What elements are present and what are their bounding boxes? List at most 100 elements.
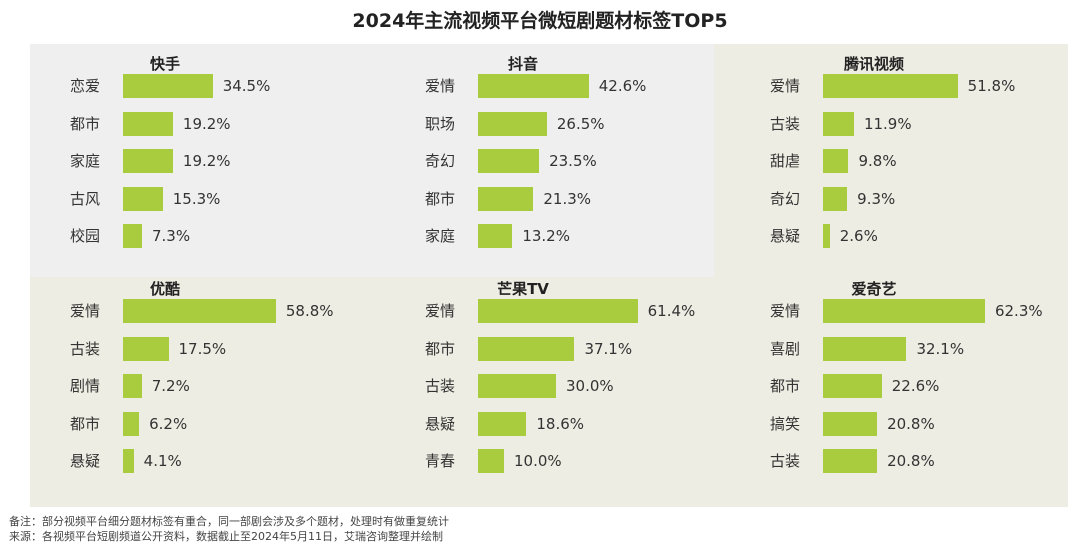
- value-label: 61.4%: [647, 302, 696, 320]
- bar: [123, 411, 140, 436]
- bar-row: 悬疑 18.6%: [425, 411, 725, 436]
- value-label: 58.8%: [285, 302, 334, 320]
- panel-title: 抖音: [507, 55, 538, 73]
- panel-title: 芒果TV: [497, 280, 549, 298]
- bar-row: 都市 21.3%: [425, 186, 725, 211]
- value-label: 34.5%: [222, 77, 271, 95]
- bar-row: 悬疑 2.6%: [770, 224, 1070, 248]
- bar-row: 奇幻 9.3%: [770, 186, 1070, 211]
- bar: [823, 149, 849, 173]
- source-note: 来源：各视频平台短剧频道公开资料，数据截止至2024年5月11日，艾瑞咨询整理并…: [9, 530, 443, 543]
- category-label: 家庭: [70, 152, 101, 170]
- category-label: 爱情: [425, 77, 456, 95]
- bar-row: 甜虐 9.8%: [770, 149, 1070, 173]
- bar-row: 爱情 62.3%: [770, 299, 1070, 323]
- bar: [478, 111, 547, 136]
- category-label: 青春: [425, 452, 456, 470]
- bar: [123, 74, 213, 98]
- category-label: 悬疑: [425, 414, 456, 433]
- bar-row: 校园 7.3%: [70, 224, 370, 248]
- bar-row: 都市 22.6%: [770, 374, 1070, 398]
- category-label: 都市: [425, 339, 456, 358]
- bar-row: 都市 6.2%: [70, 411, 370, 436]
- value-label: 6.2%: [149, 414, 188, 433]
- bar: [478, 224, 513, 248]
- bar-row: 家庭 13.2%: [425, 224, 725, 248]
- value-label: 23.5%: [549, 152, 597, 170]
- bar-row: 爱情 51.8%: [770, 74, 1070, 98]
- category-label: 奇幻: [425, 152, 456, 170]
- value-label: 19.2%: [182, 114, 231, 133]
- value-label: 62.3%: [994, 302, 1043, 320]
- bar-row: 悬疑 4.1%: [70, 449, 370, 473]
- bar: [823, 449, 878, 473]
- bar-row: 搞笑 20.8%: [770, 411, 1070, 436]
- value-label: 20.8%: [887, 452, 935, 470]
- bar: [823, 411, 878, 436]
- value-label: 4.1%: [143, 452, 182, 470]
- value-label: 9.3%: [857, 189, 896, 208]
- value-label: 17.5%: [178, 339, 227, 358]
- category-label: 校园: [70, 227, 101, 245]
- value-label: 21.3%: [543, 189, 592, 208]
- bar-row: 剧情 7.2%: [70, 374, 370, 398]
- bar-row: 爱情 42.6%: [425, 74, 725, 98]
- bar: [478, 186, 534, 211]
- category-label: 爱情: [70, 302, 101, 320]
- bar-row: 古装 17.5%: [70, 336, 370, 361]
- bar: [478, 299, 638, 323]
- bar: [478, 374, 556, 398]
- bar: [823, 186, 848, 211]
- category-label: 家庭: [425, 227, 456, 245]
- bar: [123, 149, 173, 173]
- bar: [478, 336, 575, 361]
- value-label: 7.3%: [151, 227, 191, 245]
- bar: [123, 374, 142, 398]
- value-label: 22.6%: [891, 377, 940, 395]
- panel-title: 腾讯视频: [843, 55, 904, 73]
- bar: [823, 111, 854, 136]
- bar-row: 奇幻 23.5%: [425, 149, 725, 173]
- value-label: 26.5%: [556, 114, 605, 133]
- category-label: 恋爱: [70, 77, 101, 95]
- chart-title: 2024年主流视频平台微短剧题材标签TOP5: [352, 10, 728, 32]
- bar: [123, 224, 142, 248]
- bar-row: 古装 30.0%: [425, 374, 725, 398]
- category-label: 古装: [770, 114, 801, 133]
- value-label: 37.1%: [584, 339, 633, 358]
- value-label: 13.2%: [522, 227, 570, 245]
- bar: [823, 224, 830, 248]
- category-label: 爱情: [770, 77, 801, 95]
- bar-row: 家庭 19.2%: [70, 149, 370, 173]
- category-label: 都市: [770, 377, 801, 395]
- value-label: 10.0%: [514, 452, 562, 470]
- value-label: 20.8%: [887, 414, 935, 433]
- category-label: 古装: [770, 452, 801, 470]
- bar-row: 古装 20.8%: [770, 449, 1070, 473]
- bar: [823, 336, 907, 361]
- value-label: 18.6%: [536, 414, 585, 433]
- panel-title: 爱奇艺: [851, 280, 897, 298]
- category-label: 都市: [425, 189, 456, 208]
- category-label: 甜虐: [770, 152, 801, 170]
- value-label: 2.6%: [839, 227, 878, 245]
- bar: [478, 411, 527, 436]
- value-label: 15.3%: [172, 189, 221, 208]
- bar: [823, 374, 882, 398]
- bar: [478, 149, 540, 173]
- category-label: 职场: [425, 114, 456, 133]
- bar-row: 青春 10.0%: [425, 449, 725, 473]
- bar: [123, 186, 163, 211]
- value-label: 32.1%: [916, 339, 965, 358]
- bar-row: 爱情 61.4%: [425, 299, 725, 323]
- bar: [478, 449, 504, 473]
- category-label: 悬疑: [70, 452, 101, 470]
- category-label: 都市: [70, 114, 101, 133]
- category-label: 悬疑: [770, 227, 801, 245]
- value-label: 9.8%: [858, 152, 897, 170]
- bar-row: 喜剧 32.1%: [770, 336, 1070, 361]
- bar-row: 古风 15.3%: [70, 186, 370, 211]
- bar: [478, 74, 589, 98]
- value-label: 7.2%: [151, 377, 190, 395]
- bar-row: 都市 19.2%: [70, 111, 370, 136]
